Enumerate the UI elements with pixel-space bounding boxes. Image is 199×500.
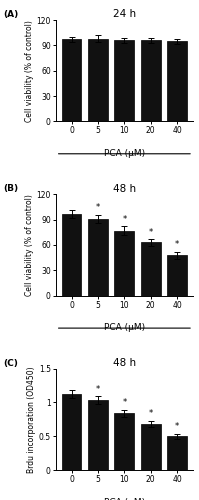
Bar — [62, 214, 81, 296]
Text: (C): (C) — [4, 358, 19, 368]
Text: *: * — [175, 422, 179, 431]
X-axis label: PCA (μM): PCA (μM) — [104, 324, 145, 332]
Bar — [88, 38, 108, 121]
Y-axis label: Cell viability (% of control): Cell viability (% of control) — [25, 20, 34, 122]
Text: (A): (A) — [4, 10, 19, 19]
Bar — [62, 40, 81, 121]
Bar — [114, 230, 134, 296]
Y-axis label: Cell viability (% of control): Cell viability (% of control) — [25, 194, 34, 296]
Bar — [167, 41, 187, 121]
Text: *: * — [149, 409, 153, 418]
Title: 48 h: 48 h — [113, 358, 136, 368]
Bar — [167, 436, 187, 470]
Bar — [88, 219, 108, 296]
Bar — [62, 394, 81, 470]
Bar — [141, 424, 161, 470]
Bar — [167, 255, 187, 296]
Title: 24 h: 24 h — [113, 9, 136, 19]
Text: *: * — [96, 203, 100, 212]
Title: 48 h: 48 h — [113, 184, 136, 194]
Bar — [114, 413, 134, 470]
Text: *: * — [149, 228, 153, 236]
Bar — [141, 40, 161, 121]
X-axis label: PCA (μM): PCA (μM) — [104, 149, 145, 158]
Bar — [141, 242, 161, 296]
Text: (B): (B) — [4, 184, 19, 193]
Y-axis label: Brdu incorporation (OD450): Brdu incorporation (OD450) — [27, 366, 36, 472]
Text: *: * — [175, 240, 179, 249]
Text: *: * — [122, 215, 127, 224]
Bar — [88, 400, 108, 470]
Text: *: * — [96, 385, 100, 394]
X-axis label: PCA (μM): PCA (μM) — [104, 498, 145, 500]
Text: *: * — [122, 398, 127, 407]
Bar — [114, 40, 134, 121]
